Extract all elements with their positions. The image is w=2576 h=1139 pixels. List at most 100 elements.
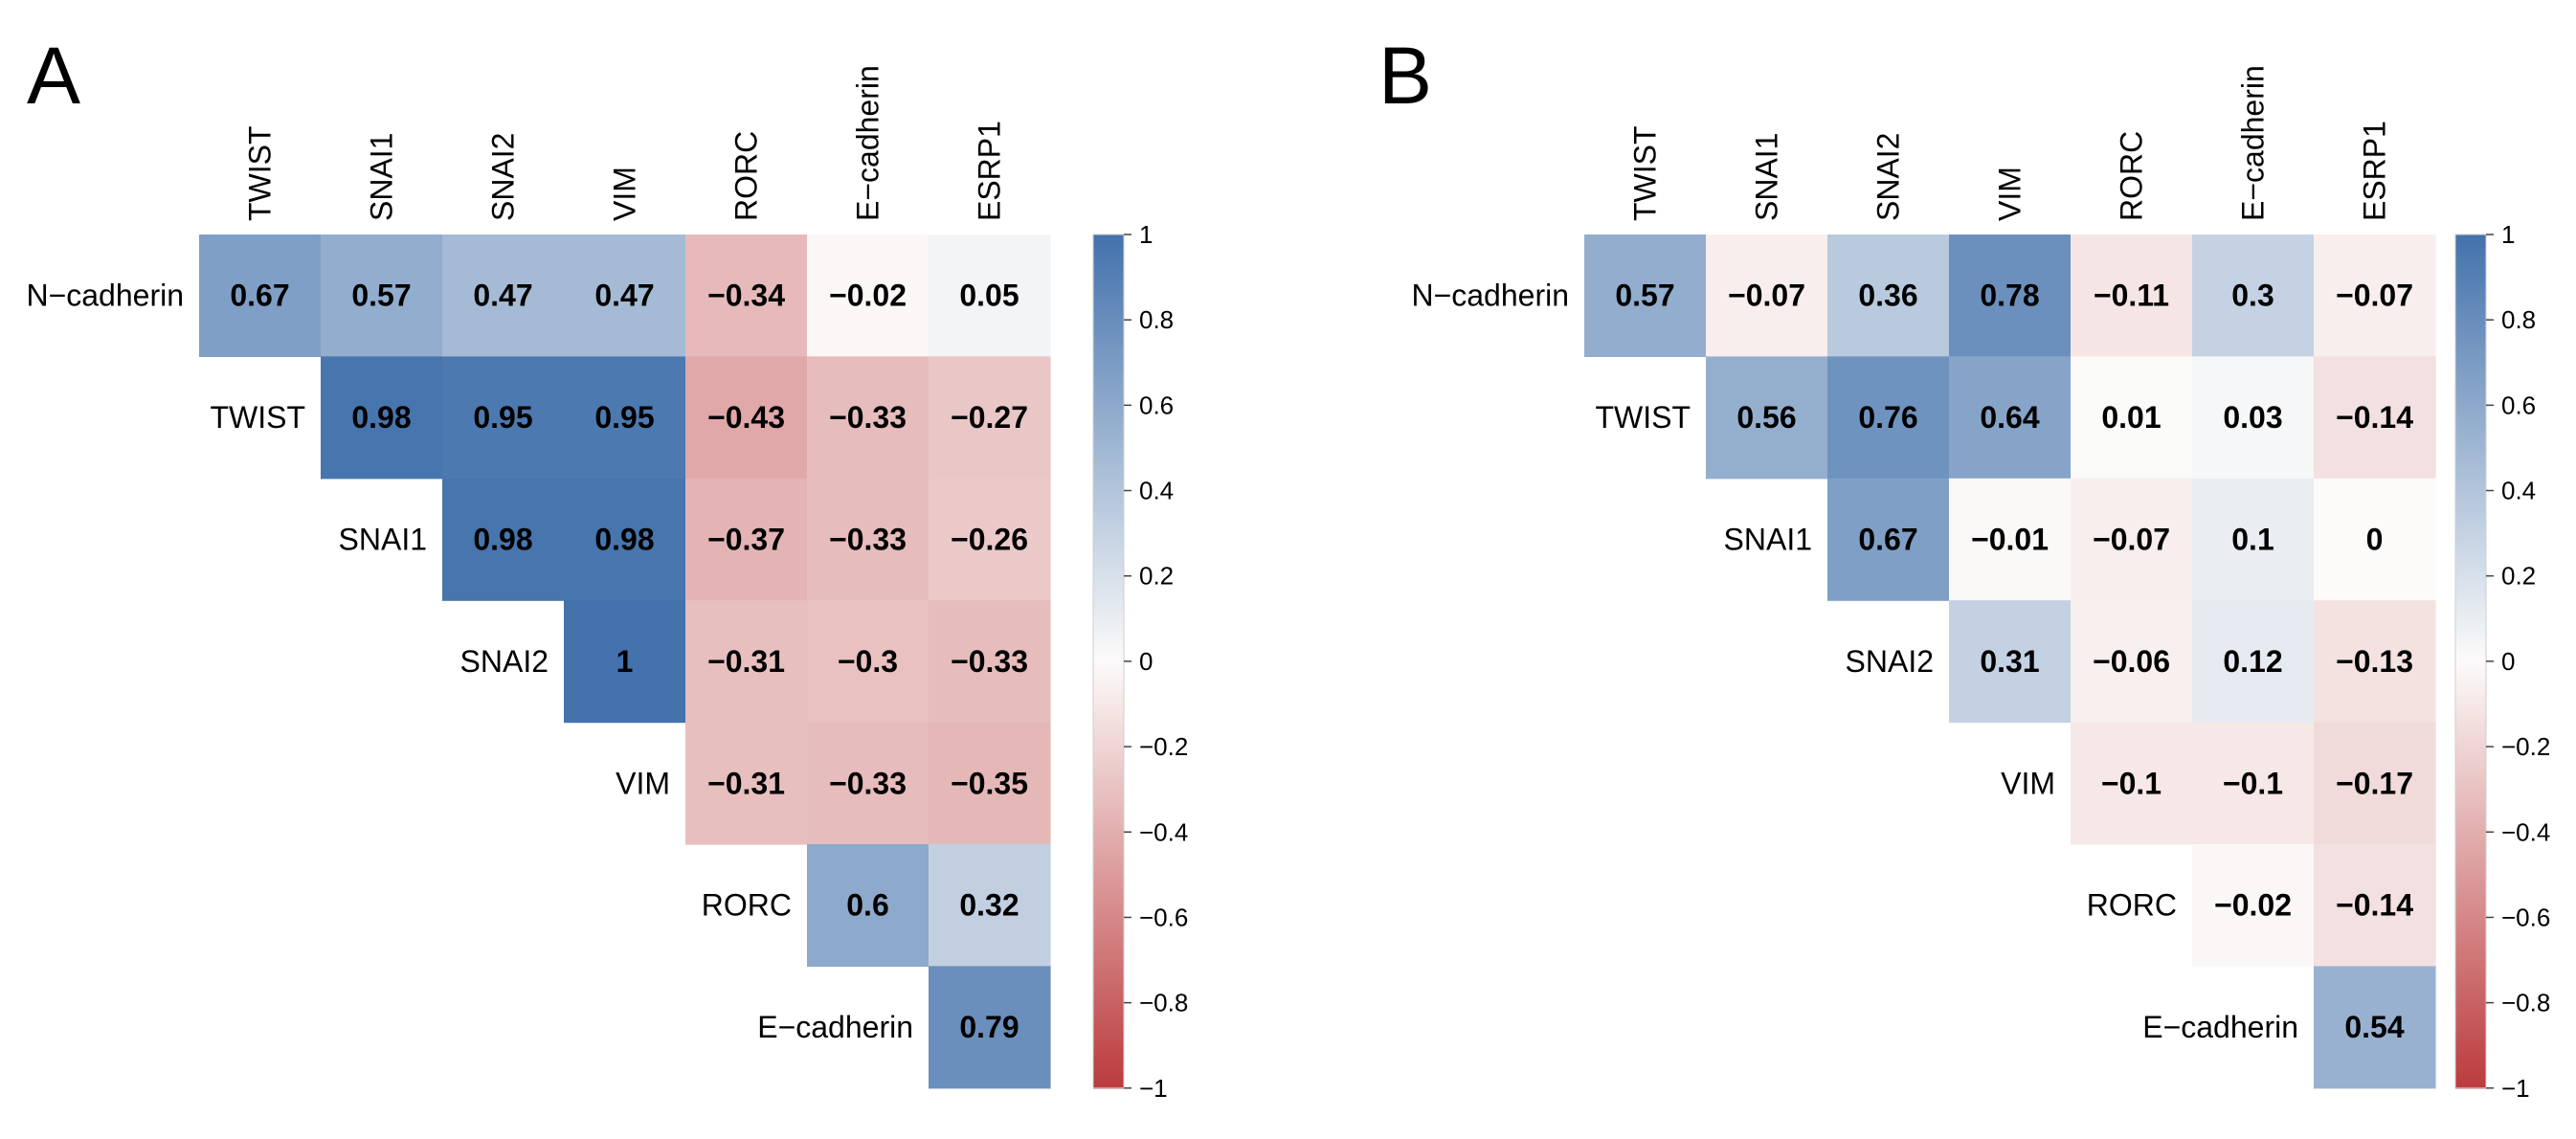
colorbar-segment	[1093, 865, 1124, 872]
heatmap-panel-b: B TWIST SNAI1 SNAI2 VIM RORC E−cadherin ESRP1 N−…	[1378, 31, 2550, 1103]
colorbar-segment	[2455, 810, 2486, 816]
colorbar-tick-label: 0.4	[2501, 477, 2536, 505]
colorbar-segment	[2455, 858, 2486, 863]
cell-value: −0.35	[951, 766, 1028, 800]
cell-value: 1	[616, 644, 634, 679]
colorbar-tick-label: 0.2	[2501, 562, 2536, 591]
heatmap-cell	[2314, 234, 2436, 357]
colorbar-segment	[2455, 507, 2486, 513]
colorbar-segment	[2455, 422, 2486, 428]
colorbar-segment	[2455, 597, 2486, 603]
colorbar-segment	[2455, 827, 2486, 834]
colorbar-segment	[1093, 349, 1124, 355]
column-label: RORC	[2115, 131, 2149, 221]
colorbar-segment	[2455, 700, 2486, 705]
colorbar-segment	[2455, 238, 2486, 244]
colorbar-segment	[1093, 379, 1124, 385]
colorbar-segment	[2455, 533, 2486, 539]
colorbar-segment	[2455, 413, 2486, 419]
colorbar-segment	[1093, 657, 1124, 662]
colorbar-segment	[1093, 721, 1124, 726]
colorbar-segment	[1093, 396, 1124, 402]
heatmap-cell	[685, 722, 808, 845]
colorbar-segment	[1093, 674, 1124, 680]
colorbar-segment	[2455, 494, 2486, 501]
colorbar-segment	[1093, 315, 1124, 321]
heatmap-cell	[2192, 600, 2315, 724]
colorbar-segment	[1093, 725, 1124, 731]
colorbar-segment	[1093, 908, 1124, 914]
colorbar-segment	[2455, 972, 2486, 978]
column-label: VIM	[1993, 167, 2027, 221]
colorbar-segment	[2455, 912, 2486, 919]
colorbar-segment	[2455, 763, 2486, 770]
colorbar-segment	[1093, 486, 1124, 492]
colorbar-segment	[1093, 929, 1124, 936]
colorbar-segment	[2455, 554, 2486, 560]
cell-value: 0.98	[473, 523, 532, 557]
cell-value: 0.12	[2223, 644, 2282, 679]
colorbar-segment	[2455, 815, 2486, 820]
row-label: RORC	[702, 888, 792, 923]
colorbar-segment	[1093, 968, 1124, 974]
colorbar-segment	[1093, 771, 1124, 778]
colorbar-segment	[1093, 742, 1124, 748]
heatmap-cell	[442, 356, 565, 480]
heatmap-cell	[929, 234, 1051, 357]
colorbar-segment	[1093, 840, 1124, 846]
row-label: RORC	[2087, 888, 2177, 923]
colorbar-segment	[2455, 341, 2486, 346]
colorbar-segment	[1093, 802, 1124, 808]
colorbar-segment	[2455, 486, 2486, 492]
colorbar-segment	[1093, 1023, 1124, 1030]
colorbar-segment	[1093, 597, 1124, 603]
colorbar-segment	[1093, 712, 1124, 718]
cell-value: 0.47	[594, 279, 654, 313]
colorbar-segment	[1093, 747, 1124, 752]
colorbar-segment	[1093, 388, 1124, 393]
colorbar-segment	[1093, 1079, 1124, 1085]
colorbar-segment	[1093, 460, 1124, 466]
colorbar-segment	[1093, 311, 1124, 317]
cell-value: −0.13	[2336, 644, 2413, 679]
colorbar-segment	[1093, 836, 1124, 841]
colorbar-segment	[2455, 947, 2486, 952]
cell-value: −0.02	[829, 279, 907, 313]
colorbar-segment	[2455, 934, 2486, 940]
colorbar-segment	[1093, 972, 1124, 978]
colorbar-segment	[1093, 858, 1124, 863]
colorbar-segment	[1093, 259, 1124, 266]
colorbar-segment	[2455, 648, 2486, 654]
colorbar-segment	[2455, 306, 2486, 313]
colorbar-segment	[2455, 580, 2486, 586]
colorbar-segment	[2455, 592, 2486, 598]
heatmap-cell	[1706, 234, 1828, 357]
heatmap-cell	[1827, 478, 1950, 601]
colorbar-segment	[1093, 337, 1124, 343]
colorbar-segment	[1093, 391, 1124, 398]
colorbar-segment	[2455, 1062, 2486, 1068]
colorbar-tick-label: 1	[1139, 220, 1153, 249]
colorbar-segment	[1093, 704, 1124, 709]
colorbar-segment	[2455, 1011, 2486, 1016]
colorbar-segment	[2455, 750, 2486, 756]
colorbar-segment	[2455, 695, 2486, 701]
colorbar-segment	[2455, 563, 2486, 569]
colorbar-segment	[2455, 1028, 2486, 1034]
colorbar-segment	[2455, 793, 2486, 799]
colorbar-segment	[1093, 1049, 1124, 1055]
colorbar-segment	[2455, 943, 2486, 949]
colorbar-segment	[2455, 1019, 2486, 1025]
heatmap-cell	[1949, 600, 2072, 724]
colorbar-segment	[1093, 926, 1124, 931]
colorbar-segment	[1093, 473, 1124, 479]
heatmap-cell	[2192, 722, 2315, 845]
row-label: SNAI2	[1846, 644, 1934, 679]
colorbar-segment	[1093, 955, 1124, 961]
colorbar-segment	[2455, 298, 2486, 304]
colorbar-segment	[2455, 968, 2486, 974]
colorbar-segment	[2455, 328, 2486, 334]
colorbar-segment	[2455, 955, 2486, 961]
colorbar-segment	[1093, 896, 1124, 902]
colorbar-segment	[2455, 802, 2486, 808]
